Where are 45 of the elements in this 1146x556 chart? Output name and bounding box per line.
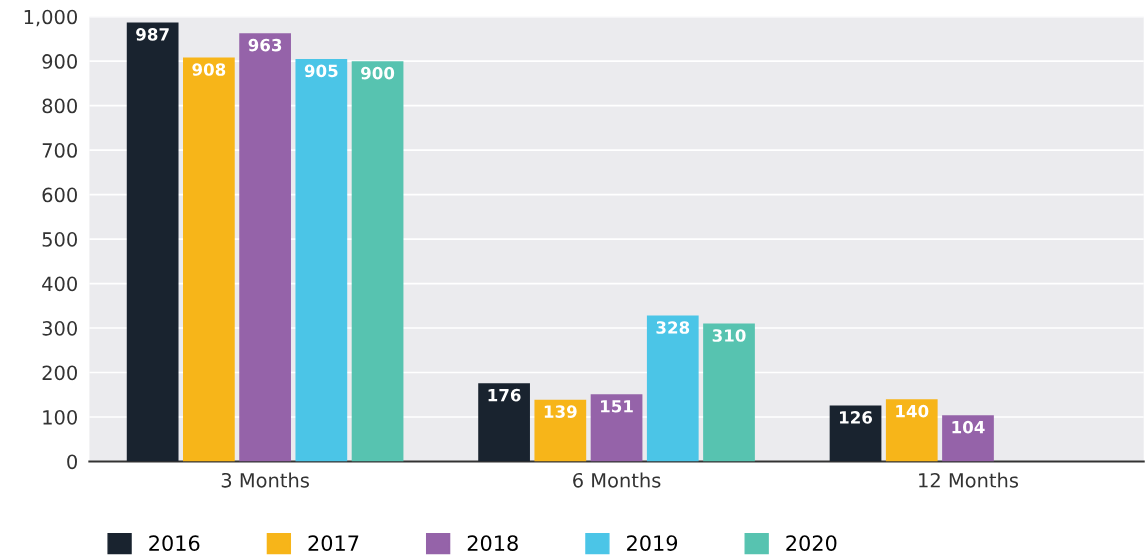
data-label: 126 (840, 411, 873, 424)
data-label: 310 (712, 329, 746, 342)
y-tick-label: 200 (42, 365, 77, 381)
y-tick-label: 800 (42, 98, 77, 114)
bar (703, 323, 755, 462)
bar (126, 22, 179, 462)
x-tick-label: 6 Months (573, 472, 661, 488)
x-tick-label: 3 Months (221, 472, 309, 488)
data-label: 905 (304, 64, 338, 78)
y-tick-label: 100 (43, 409, 77, 425)
data-label: 900 (361, 66, 395, 80)
y-tick-label: 900 (42, 54, 77, 69)
legend-label: 2020 (786, 535, 837, 551)
y-tick-label: 400 (42, 276, 77, 292)
data-label: 908 (192, 63, 226, 76)
data-label: 151 (601, 400, 633, 413)
bar (295, 58, 348, 462)
data-label: 139 (544, 405, 577, 418)
bar (942, 415, 994, 462)
data-label: 104 (952, 420, 985, 434)
legend-label: 2018 (467, 535, 518, 551)
bar (183, 57, 235, 462)
y-tick-label: 700 (42, 143, 77, 158)
x-tick-label: 12 Months (919, 472, 1019, 488)
bar (590, 394, 643, 462)
y-tick-label: 0 (67, 454, 77, 470)
bar (646, 315, 699, 462)
data-label: 176 (488, 388, 521, 402)
data-label: 987 (136, 28, 169, 41)
data-label: 140 (896, 404, 929, 418)
bar (478, 383, 530, 462)
legend-label: 2019 (627, 535, 678, 551)
bar (351, 61, 404, 462)
legend-label: 2017 (308, 535, 359, 551)
bar (534, 399, 587, 462)
data-label: 328 (656, 321, 690, 334)
y-tick-label: 500 (42, 232, 77, 247)
y-tick-label: 300 (42, 321, 77, 336)
y-tick-label: 1,000 (24, 9, 77, 27)
data-label: 963 (248, 38, 282, 52)
bar (829, 405, 882, 462)
bar (885, 399, 938, 462)
y-tick-label: 600 (42, 187, 77, 203)
legend-label: 2016 (149, 535, 200, 551)
bar (239, 33, 291, 462)
